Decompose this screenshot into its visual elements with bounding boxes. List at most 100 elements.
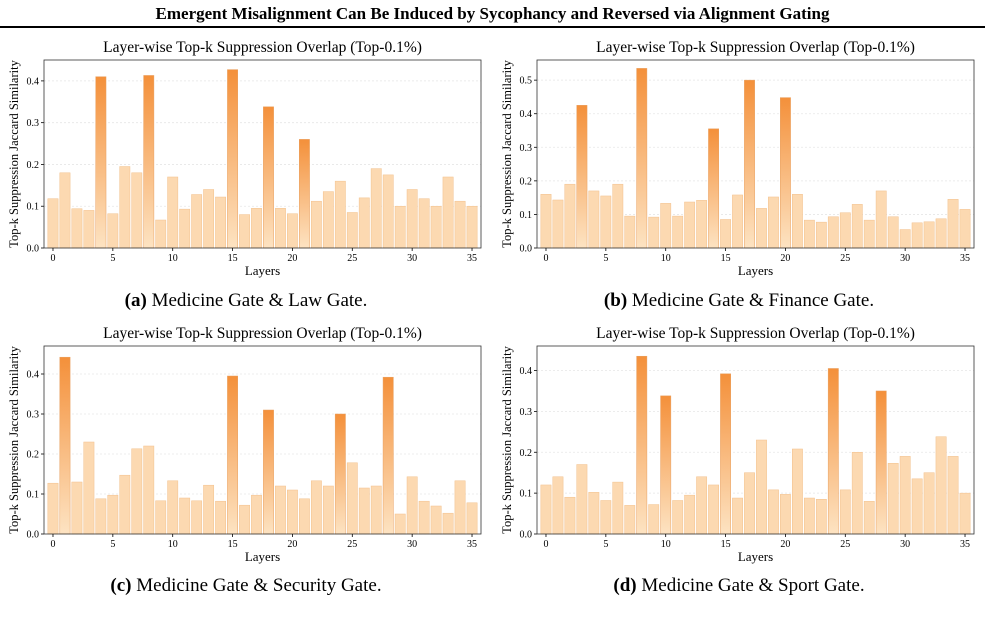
- bar-layer-29: [887, 216, 899, 249]
- bar-layer-10: [167, 176, 179, 249]
- bar-layer-1: [552, 476, 564, 535]
- bar-layer-0: [47, 198, 59, 249]
- title-divider: [0, 26, 985, 28]
- bar-layer-18: [263, 106, 274, 249]
- x-tick-label: 30: [900, 539, 910, 550]
- bar-layer-1: [59, 356, 71, 535]
- bar-layer-28: [875, 190, 887, 249]
- y-tick-label: 0.2: [520, 448, 533, 459]
- bar-layer-23: [322, 485, 334, 535]
- bar-layer-27: [370, 168, 382, 249]
- bar-layer-7: [131, 448, 143, 535]
- y-tick-label: 0.4: [27, 76, 40, 87]
- x-tick-label: 0: [543, 539, 548, 550]
- bar-layer-35: [466, 205, 478, 249]
- bar-layer-6: [612, 183, 624, 249]
- bar-layer-31: [418, 198, 430, 249]
- bar-layer-5: [107, 494, 119, 535]
- x-tick-label: 35: [467, 539, 477, 550]
- y-tick-label: 0.5: [520, 76, 533, 87]
- bar-layer-19: [275, 485, 286, 535]
- bar-layer-34: [454, 480, 466, 535]
- bar-layer-8: [143, 75, 155, 249]
- x-tick-label: 30: [900, 253, 910, 264]
- bar-layer-35: [959, 492, 971, 535]
- bar-layer-19: [275, 208, 286, 249]
- caption-c-tag: (c): [110, 575, 132, 596]
- bar-layer-16: [239, 214, 250, 249]
- bar-layer-28: [875, 390, 887, 535]
- caption-b-text: Medicine Gate & Finance Gate.: [627, 290, 875, 311]
- x-tick-label: 15: [721, 253, 731, 264]
- bar-layer-26: [358, 197, 370, 249]
- bar-layer-24: [334, 180, 346, 249]
- x-tick-label: 20: [287, 539, 297, 550]
- figure-banner: Emergent Misalignment Can Be Induced by …: [0, 0, 985, 28]
- bar-layer-19: [768, 489, 779, 535]
- x-tick-label: 10: [661, 253, 671, 264]
- x-tick-label: 10: [168, 539, 178, 550]
- bar-layer-28: [382, 376, 394, 535]
- bar-layer-24: [827, 216, 839, 249]
- bar-layer-16: [732, 194, 743, 249]
- x-tick-label: 0: [543, 253, 548, 264]
- caption-c: (c) Medicine Gate & Security Gate.: [0, 575, 492, 597]
- bar-layer-2: [564, 496, 576, 535]
- bar-layer-15: [227, 375, 238, 535]
- caption-d-text: Medicine Gate & Sport Gate.: [636, 575, 865, 596]
- x-tick-label: 20: [287, 253, 297, 264]
- bar-layer-5: [107, 213, 119, 249]
- x-tick-label: 10: [168, 253, 178, 264]
- x-tick-label: 15: [228, 539, 238, 550]
- bar-layer-3: [576, 464, 588, 535]
- y-axis-label: Top-k Suppression Jaccard Similarity: [500, 345, 514, 533]
- caption-b-tag: (b): [603, 290, 628, 311]
- figure-title: Emergent Misalignment Can Be Induced by …: [155, 4, 830, 23]
- bar-layer-27: [370, 485, 382, 535]
- x-axis-label: Layers: [738, 549, 773, 564]
- chart-title: Layer-wise Top-k Suppression Overlap (To…: [596, 39, 915, 56]
- bar-layer-12: [191, 194, 203, 249]
- y-tick-label: 0.4: [520, 366, 533, 377]
- bar-layer-35: [466, 502, 478, 535]
- x-axis-label: Layers: [738, 263, 773, 278]
- x-tick-label: 20: [780, 539, 790, 550]
- bar-layer-13: [203, 484, 215, 535]
- x-axis-label: Layers: [245, 549, 280, 564]
- bar-layer-24: [334, 413, 346, 535]
- bar-layer-0: [540, 484, 552, 535]
- y-tick-label: 0.1: [520, 210, 533, 221]
- bar-layer-18: [756, 208, 767, 249]
- bar-layer-27: [863, 219, 875, 249]
- x-tick-label: 30: [407, 253, 417, 264]
- caption-d-tag: (d): [613, 575, 637, 596]
- bar-layer-26: [851, 204, 863, 249]
- x-tick-label: 5: [110, 253, 115, 264]
- y-tick-label: 0.2: [27, 160, 40, 171]
- bar-layer-2: [564, 183, 576, 249]
- bar-layer-33: [442, 176, 454, 249]
- bar-layer-24: [827, 368, 839, 535]
- bar-layer-9: [648, 504, 660, 535]
- bar-layer-4: [95, 76, 107, 249]
- bar-layer-0: [540, 194, 552, 249]
- bar-layer-30: [899, 456, 911, 535]
- bar-layer-8: [143, 445, 155, 535]
- bar-layer-20: [780, 494, 791, 535]
- chart-medicine-finance: Layer-wise Top-k Suppression Overlap (To…: [500, 39, 975, 278]
- y-tick-label: 0.3: [27, 118, 40, 129]
- bar-layer-13: [696, 200, 708, 249]
- bar-layer-14: [215, 500, 226, 535]
- bar-layer-1: [552, 199, 564, 249]
- bar-layer-20: [287, 489, 298, 535]
- bar-layer-10: [660, 203, 672, 249]
- caption-a-text: Medicine Gate & Law Gate.: [146, 290, 368, 311]
- chart-title: Layer-wise Top-k Suppression Overlap (To…: [103, 325, 422, 342]
- bar-layer-22: [310, 480, 322, 535]
- bar-layer-15: [720, 373, 731, 535]
- bar-layer-5: [600, 195, 612, 249]
- bar-layer-16: [239, 504, 250, 535]
- bar-layer-35: [959, 209, 971, 249]
- bar-layer-15: [227, 69, 238, 249]
- bar-layer-12: [191, 500, 203, 535]
